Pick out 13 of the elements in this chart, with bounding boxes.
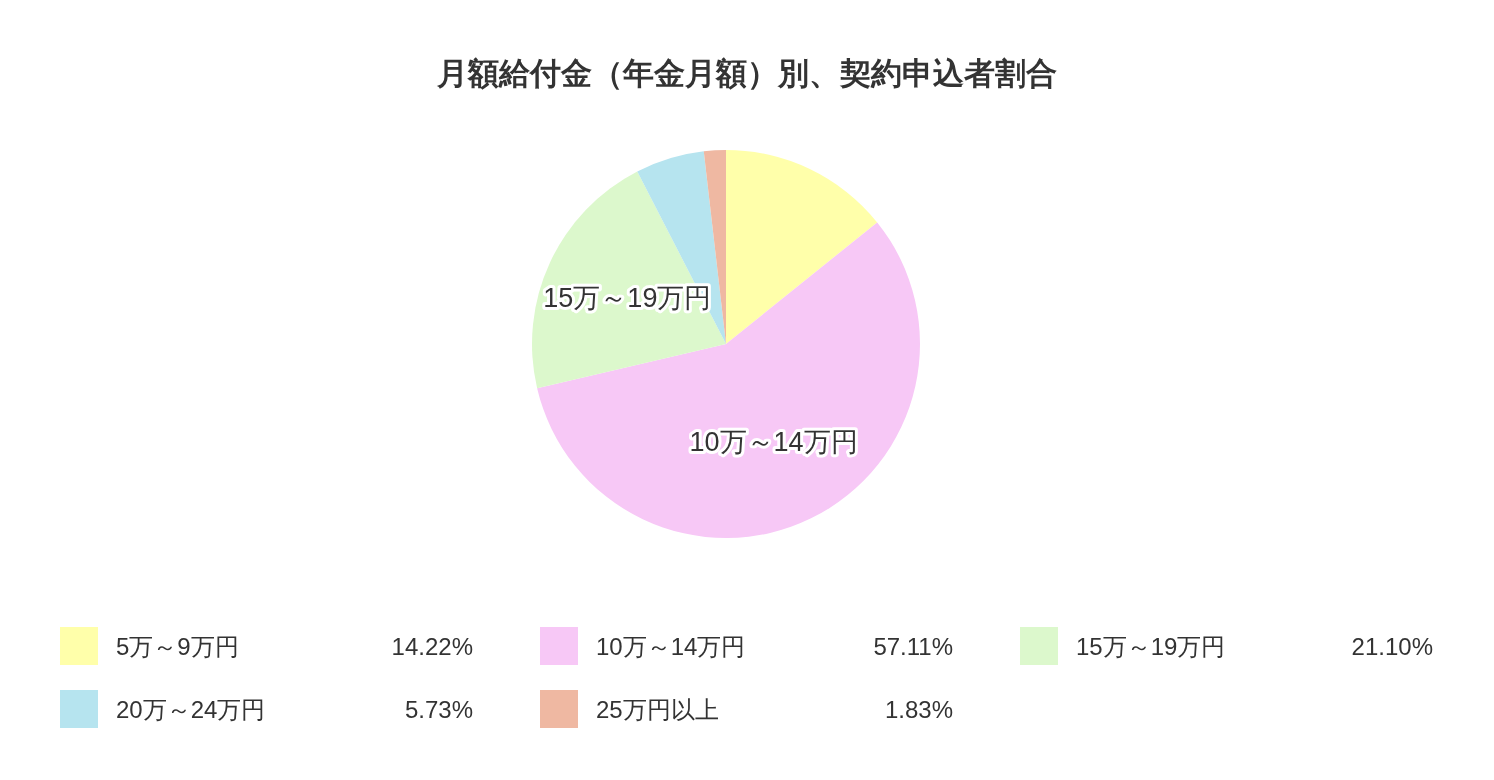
legend-label: 5万～9万円: [116, 632, 239, 660]
legend-label: 25万円以上: [596, 695, 719, 723]
slice-label: 10万～14万円: [689, 426, 858, 457]
value-label: 14.22%: [391, 632, 473, 660]
legend-label: 15万～19万円: [1076, 632, 1226, 660]
value-label: 1.83%: [884, 695, 953, 723]
value-label: 21.10%: [1351, 632, 1433, 660]
legend-label: 20万～24万円: [116, 695, 266, 723]
value-label: 57.11%: [873, 632, 953, 660]
value-label: 5.73%: [404, 695, 473, 723]
title: 月額給付金（年金月額）別、契約申込者割合: [437, 55, 1057, 91]
legend-label: 10万～14万円: [596, 632, 746, 660]
slice-label: 15万～19万円: [543, 283, 712, 314]
